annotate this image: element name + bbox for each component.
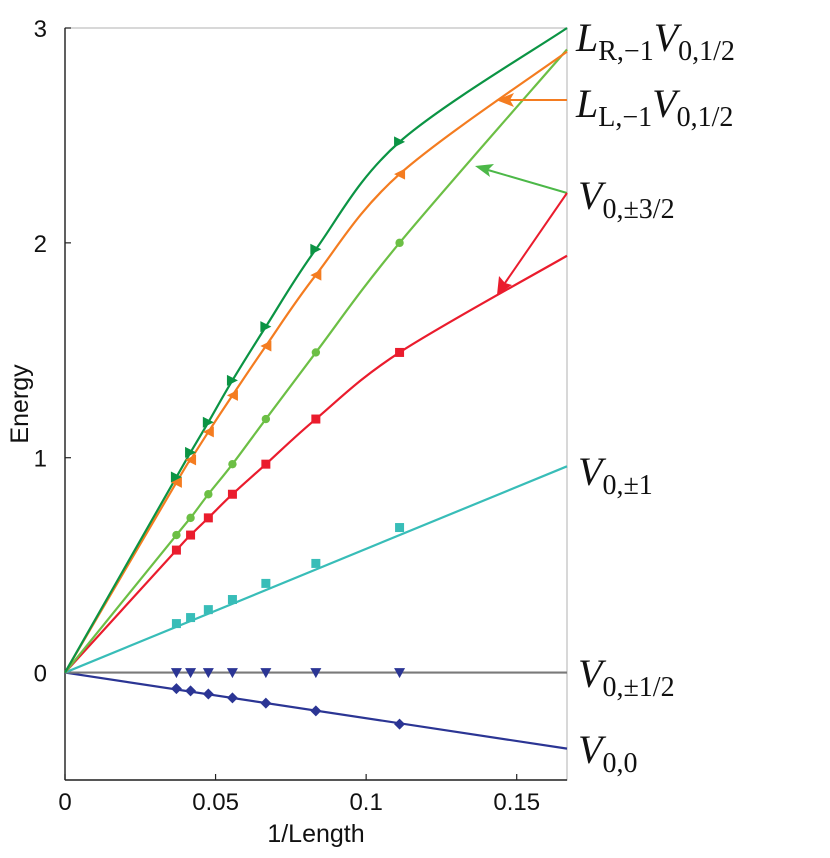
data-point-square xyxy=(203,605,213,615)
data-point-triangle-down xyxy=(394,668,406,679)
data-point-triangle-left xyxy=(260,340,272,352)
data-point-circle xyxy=(261,414,271,424)
data-point-diamond xyxy=(202,688,214,700)
data-point-triangle-right xyxy=(394,136,406,148)
label-ll-v012: LL,−1V0,1/2 xyxy=(576,81,734,133)
x-tick-label: 0.15 xyxy=(493,789,540,816)
data-point-square xyxy=(227,489,237,499)
label-v0-pm1: V0,±1 xyxy=(578,449,653,501)
label-v0-pm12: V0,±1/2 xyxy=(578,651,675,703)
data-point-circle xyxy=(186,513,195,523)
label-v0-pm32: V0,±3/2 xyxy=(578,173,675,225)
data-point-triangle-down xyxy=(202,668,214,679)
annotation-arrows xyxy=(475,93,568,295)
data-point-circle xyxy=(395,238,404,248)
label-v00: V0,0 xyxy=(578,727,638,779)
data-point-square xyxy=(311,414,321,424)
data-point-diamond xyxy=(310,705,322,717)
data-point-triangle-down xyxy=(260,668,272,679)
data-point-triangle-left xyxy=(170,476,182,488)
data-point-square xyxy=(311,558,321,568)
data-point-diamond xyxy=(185,685,197,697)
arrowhead-red xyxy=(497,276,512,295)
data-point-square xyxy=(395,523,405,533)
data-point-triangle-right xyxy=(170,471,182,483)
data-point-triangle-left xyxy=(226,389,238,401)
data-point-triangle-down xyxy=(310,668,322,679)
x-tick-label: 0.05 xyxy=(192,789,239,816)
data-point-triangle-right xyxy=(185,446,197,458)
data-point-circle xyxy=(172,530,181,540)
data-point-triangle-down xyxy=(226,668,238,679)
data-point-square xyxy=(227,595,237,605)
arrowhead-green xyxy=(475,164,494,177)
data-point-triangle-left xyxy=(185,454,197,466)
arrow-green xyxy=(487,169,568,194)
data-point-circle xyxy=(204,490,213,499)
data-point-triangle-right xyxy=(310,243,322,255)
data-point-square xyxy=(261,578,271,588)
data-point-diamond xyxy=(394,718,406,730)
data-point-square xyxy=(186,530,196,540)
data-point-triangle-left xyxy=(394,168,406,180)
x-tick-label: 0 xyxy=(58,789,71,816)
data-point-triangle-right xyxy=(260,321,272,333)
y-tick-label: 2 xyxy=(34,231,47,258)
arrow-red xyxy=(504,192,568,284)
data-point-triangle-left xyxy=(310,269,322,281)
y-axis-label: Energy xyxy=(6,364,34,444)
data-point-triangle-down xyxy=(170,668,182,679)
arrowhead-orange xyxy=(496,93,514,107)
data-point-circle xyxy=(311,348,321,357)
data-point-triangle-right xyxy=(226,374,238,386)
data-point-square xyxy=(186,613,196,623)
data-point-diamond xyxy=(170,683,182,695)
x-tick-label: 0.1 xyxy=(349,789,382,816)
series-line-2 xyxy=(64,465,568,674)
data-point-diamond xyxy=(260,697,272,709)
data-point-square xyxy=(261,459,271,469)
y-tick-label: 3 xyxy=(34,16,47,43)
x-axis-label: 1/Length xyxy=(267,820,364,848)
data-point-circle xyxy=(228,459,237,469)
data-point-triangle-right xyxy=(202,416,214,428)
label-lr-v012: LR,−1V0,1/2 xyxy=(576,15,735,67)
y-tick-label: 0 xyxy=(34,661,47,688)
series-line-4 xyxy=(64,48,568,674)
y-tick-label: 1 xyxy=(34,446,47,473)
data-point-triangle-down xyxy=(185,668,197,679)
data-point-diamond xyxy=(226,692,238,704)
series-line-3 xyxy=(64,254,568,674)
data-point-square xyxy=(171,545,181,555)
data-point-square xyxy=(171,619,181,629)
plot-frame xyxy=(64,27,568,781)
data-point-square xyxy=(395,347,405,357)
data-point-square xyxy=(203,513,213,523)
data-point-triangle-left xyxy=(202,426,214,438)
